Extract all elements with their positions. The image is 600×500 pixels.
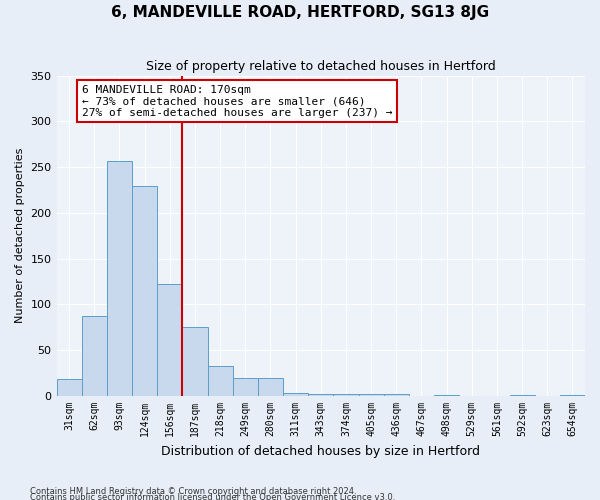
Text: 6 MANDEVILLE ROAD: 170sqm
← 73% of detached houses are smaller (646)
27% of semi: 6 MANDEVILLE ROAD: 170sqm ← 73% of detac… [82, 84, 392, 118]
X-axis label: Distribution of detached houses by size in Hertford: Distribution of detached houses by size … [161, 444, 480, 458]
Bar [56, 378, 82, 396]
Bar [157, 284, 182, 396]
Bar [359, 394, 383, 396]
Bar [334, 394, 359, 396]
Text: Contains HM Land Registry data © Crown copyright and database right 2024.: Contains HM Land Registry data © Crown c… [30, 486, 356, 496]
Bar [283, 394, 308, 396]
Bar [509, 395, 535, 396]
Bar [132, 186, 157, 396]
Bar [107, 160, 132, 396]
Bar [182, 328, 208, 396]
Title: Size of property relative to detached houses in Hertford: Size of property relative to detached ho… [146, 60, 496, 73]
Bar [258, 378, 283, 396]
Bar [82, 316, 107, 396]
Text: Contains public sector information licensed under the Open Government Licence v3: Contains public sector information licen… [30, 492, 395, 500]
Bar [560, 395, 585, 396]
Bar [233, 378, 258, 396]
Y-axis label: Number of detached properties: Number of detached properties [15, 148, 25, 324]
Bar [208, 366, 233, 396]
Bar [308, 394, 334, 396]
Text: 6, MANDEVILLE ROAD, HERTFORD, SG13 8JG: 6, MANDEVILLE ROAD, HERTFORD, SG13 8JG [111, 5, 489, 20]
Bar [434, 395, 459, 396]
Bar [383, 394, 409, 396]
